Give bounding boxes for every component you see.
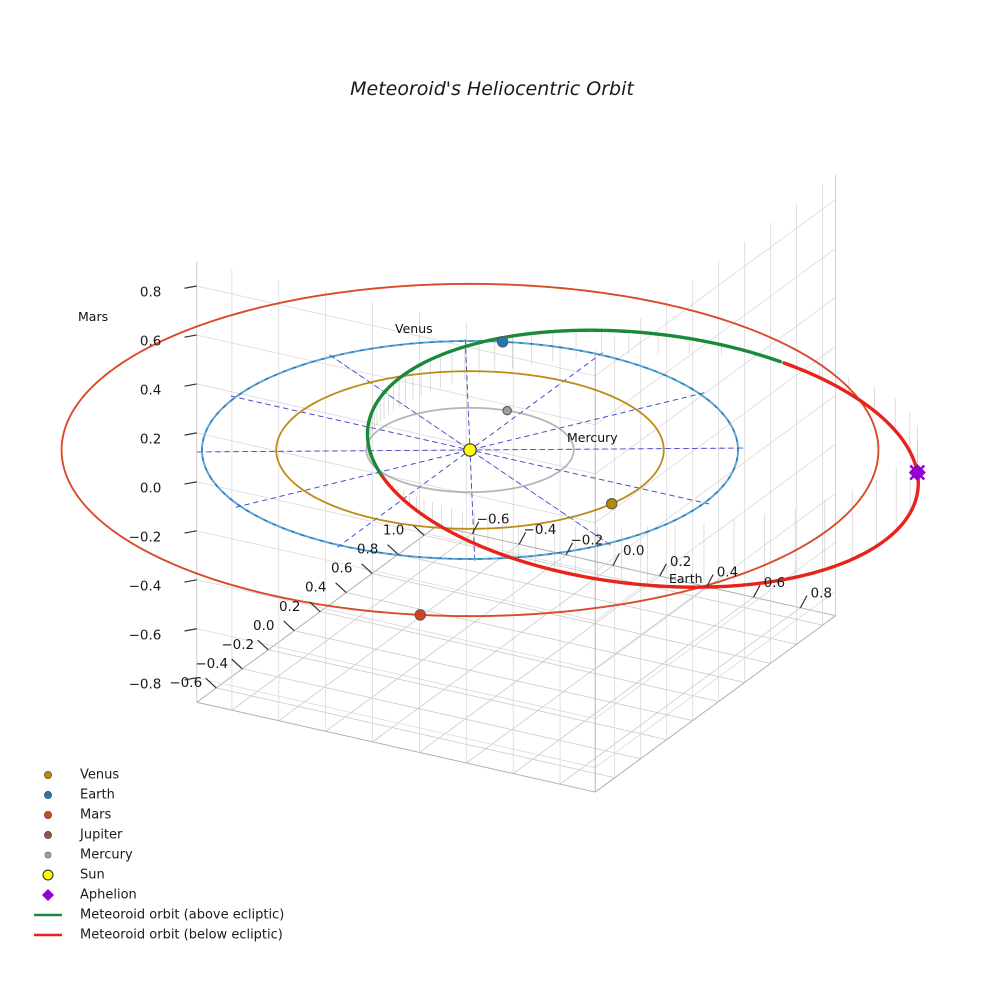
legend-label: Meteoroid orbit (above ecliptic) — [80, 908, 284, 923]
legend-item-mercury[interactable]: Mercury — [44, 848, 133, 863]
ytick-1: −0.4 — [524, 522, 557, 538]
legend-circle-icon — [43, 830, 53, 840]
ztick-6: 0.4 — [140, 383, 161, 399]
legend-item-meteoroid-orbit-above-ecliptic[interactable]: Meteoroid orbit (above ecliptic) — [34, 908, 284, 923]
label-earth: Earth — [669, 571, 703, 586]
planet-orbits — [60, 282, 880, 618]
legend-item-meteoroid-orbit-below-ecliptic[interactable]: Meteoroid orbit (below ecliptic) — [34, 928, 283, 943]
legend-item-sun[interactable]: Sun — [42, 868, 105, 883]
orbit-earth-dashed — [201, 340, 739, 560]
legend-circle-icon — [42, 869, 54, 881]
xtick-7: 0.8 — [357, 542, 378, 558]
ztick-3: −0.2 — [129, 530, 162, 546]
xtick-2: −0.2 — [221, 637, 254, 653]
legend-group[interactable]: Venus Earth Mars Jupiter Mercury Sun Aphelion M… — [34, 768, 284, 943]
legend-diamond-icon — [42, 889, 54, 901]
ytick-6: 0.6 — [764, 575, 785, 591]
orbit-venus — [275, 370, 665, 530]
ztick-2: −0.4 — [129, 579, 162, 595]
xtick-1: −0.4 — [195, 656, 228, 672]
marker-earth — [496, 336, 509, 348]
marker-venus — [605, 497, 618, 510]
xtick-4: 0.2 — [279, 599, 300, 615]
ytick-7: 0.8 — [810, 585, 831, 601]
xtick-3: 0.0 — [253, 618, 274, 634]
ztick-5: 0.2 — [140, 432, 161, 448]
ztick-0: −0.8 — [129, 676, 162, 692]
xtick-8: 1.0 — [383, 523, 404, 539]
legend-label: Mars — [80, 808, 112, 823]
ytick-2: −0.2 — [570, 533, 603, 549]
orbit-mercury — [365, 406, 575, 494]
marker-mars — [414, 609, 426, 621]
ytick-0: −0.6 — [477, 512, 510, 528]
ytick-5: 0.4 — [717, 564, 738, 580]
xtick-5: 0.4 — [305, 580, 326, 596]
legend-item-mars[interactable]: Mars — [43, 808, 112, 823]
ztick-1: −0.6 — [129, 627, 162, 643]
orbit-mars — [60, 282, 880, 618]
axes-panes — [196, 174, 837, 793]
xtick-6: 0.6 — [331, 561, 352, 577]
marker-sun — [463, 443, 477, 457]
ztick-8: 0.8 — [140, 285, 161, 301]
ytick-3: 0.0 — [623, 543, 644, 559]
marker-mercury — [502, 405, 512, 416]
marker-aphelion-cross — [909, 464, 926, 481]
legend-label: Sun — [80, 868, 105, 883]
legend-label: Aphelion — [80, 888, 137, 903]
legend-label: Mercury — [80, 848, 133, 863]
meteoroid-above-ecliptic — [365, 328, 783, 447]
label-mars: Mars — [78, 309, 108, 324]
meteoroid-orbit — [365, 328, 920, 589]
body-markers — [414, 336, 926, 621]
label-venus: Venus — [395, 321, 433, 336]
body-labels: Mars Venus Mercury Earth — [78, 309, 703, 586]
axis-ticks: −0.6 −0.4 −0.2 0.0 0.2 0.4 0.6 0.8 1.0 −0.6 −0.4 −0… — [129, 285, 832, 693]
legend-label: Earth — [80, 788, 115, 803]
label-mercury: Mercury — [567, 430, 618, 445]
legend-item-jupiter[interactable]: Jupiter — [43, 828, 123, 843]
ztick-4: 0.0 — [140, 481, 161, 497]
legend-item-venus[interactable]: Venus — [43, 768, 119, 783]
legend-circle-icon — [43, 810, 53, 820]
meteoroid-below-ecliptic — [379, 361, 920, 589]
ztick-7: 0.6 — [140, 334, 161, 350]
legend-circle-icon — [43, 790, 53, 800]
legend-circle-icon — [43, 770, 53, 780]
legend-label: Meteoroid orbit (below ecliptic) — [80, 928, 283, 943]
legend-circle-icon — [44, 851, 52, 859]
meteoroid-above-ecliptic — [366, 443, 383, 477]
legend-item-aphelion[interactable]: Aphelion — [42, 888, 137, 903]
legend-label: Jupiter — [79, 828, 123, 843]
ytick-4: 0.2 — [670, 554, 691, 570]
legend-label: Venus — [80, 768, 119, 783]
xtick-0: −0.6 — [169, 675, 202, 691]
page-title: Meteoroid's Heliocentric Orbit — [350, 78, 635, 100]
legend-item-earth[interactable]: Earth — [43, 788, 115, 803]
